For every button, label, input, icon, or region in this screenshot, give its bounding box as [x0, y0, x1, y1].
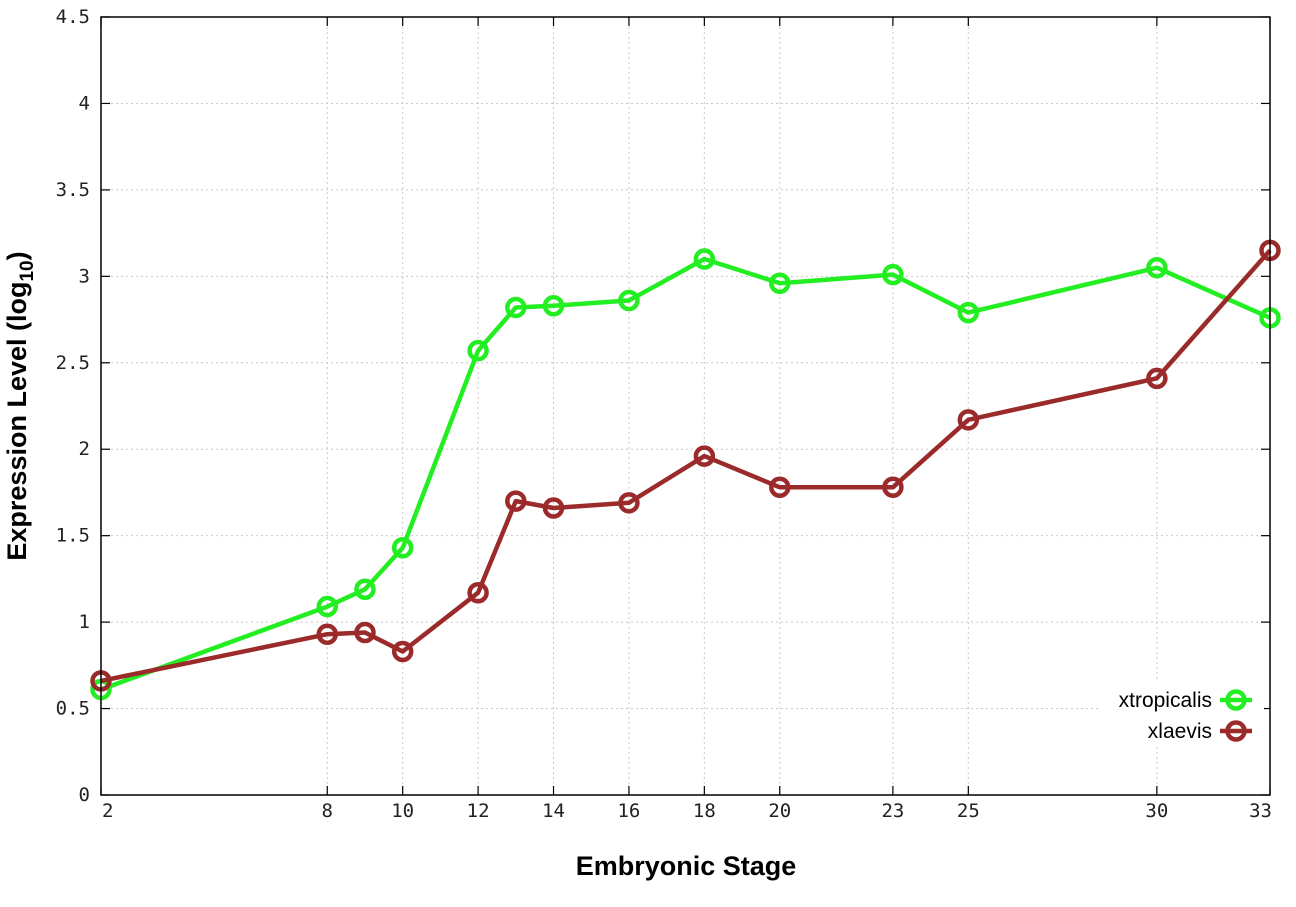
x-tick-label: 18	[693, 800, 716, 822]
data-point	[693, 248, 716, 270]
data-point	[769, 272, 791, 294]
y-axis-title-main: Expression Level (log	[2, 282, 32, 561]
legend-marker	[1225, 720, 1247, 742]
data-point	[693, 445, 716, 467]
legend-label: xlaevis	[1148, 720, 1212, 743]
series-xlaevis	[90, 239, 1281, 692]
series-xtropicalis	[90, 248, 1281, 701]
data-point	[316, 623, 339, 645]
data-point	[316, 595, 339, 618]
legend-item-xtropicalis: xtropicalis	[1119, 689, 1252, 712]
legend: xtropicalis xlaevis	[1098, 682, 1264, 746]
data-point	[618, 289, 640, 312]
legend-item-xlaevis: xlaevis	[1148, 720, 1252, 743]
x-axis-title: Embryonic Stage	[576, 851, 797, 881]
data-point	[542, 294, 565, 317]
y-axis-title-close: )	[2, 251, 32, 260]
y-axis-title-subscript: 10	[17, 260, 38, 281]
data-point	[957, 301, 980, 324]
data-point	[1146, 256, 1168, 279]
x-tick-label: 33	[1249, 800, 1272, 822]
y-tick-label: 3	[79, 265, 90, 287]
x-tick-label: 23	[881, 800, 904, 822]
legend-marker	[1225, 689, 1247, 711]
legend-label: xtropicalis	[1119, 689, 1212, 712]
series-line	[100, 248, 1272, 684]
data-point	[882, 476, 904, 499]
y-tick-label: 2.5	[56, 352, 90, 374]
y-axis-title: Expression Level (log10)	[2, 251, 38, 560]
data-point	[354, 578, 376, 601]
x-tick-label: 30	[1145, 800, 1168, 822]
plot-frame	[100, 16, 1271, 796]
y-tick-label: 4	[79, 92, 90, 114]
x-tick-label: 20	[768, 800, 791, 822]
data-point	[505, 490, 527, 512]
data-point	[542, 497, 565, 519]
y-tick-label: 2	[79, 438, 90, 460]
data-point	[769, 476, 791, 499]
series-layer	[90, 239, 1281, 701]
x-tick-label: 10	[391, 800, 414, 822]
data-point	[957, 409, 980, 431]
x-tick-label: 8	[322, 800, 333, 822]
data-point	[505, 296, 527, 319]
x-tick-label: 14	[542, 800, 565, 822]
data-point	[354, 621, 376, 644]
y-tick-label: 0	[79, 784, 90, 806]
data-point	[882, 263, 904, 286]
series-line	[100, 256, 1271, 692]
y-tick-label: 1	[79, 611, 90, 633]
data-point	[467, 581, 489, 604]
x-tick-label: 2	[102, 800, 113, 822]
y-tick-label: 0.5	[56, 698, 90, 720]
x-tick-label: 12	[467, 800, 490, 822]
data-point	[618, 492, 640, 514]
data-point	[1146, 367, 1168, 390]
y-tick-label: 1.5	[56, 525, 90, 547]
data-point	[391, 640, 414, 663]
y-tick-label: 3.5	[56, 179, 90, 201]
y-tick-label: 4.5	[56, 6, 90, 28]
grid	[101, 17, 1270, 795]
x-tick-label: 16	[617, 800, 640, 822]
axis-ticks: 0 0.5 1 1.5 2 2.5 3 3.5 4 4.5 2 8 10 12 14 16 18 20 23 25 30…	[56, 6, 1272, 822]
data-point	[467, 339, 489, 362]
x-tick-label: 25	[957, 800, 980, 822]
data-point	[391, 537, 414, 559]
